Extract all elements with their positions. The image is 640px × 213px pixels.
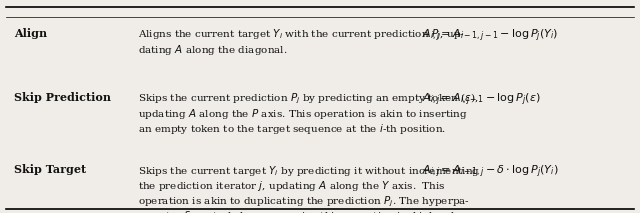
Text: $A_{i,j} = A_{i-1,j} - \delta \cdot \log P_j(Y_i)$: $A_{i,j} = A_{i-1,j} - \delta \cdot \log… (422, 164, 559, 180)
Text: Skips the current prediction $P_j$ by predicting an empty token ($\varepsilon$),: Skips the current prediction $P_j$ by pr… (138, 92, 478, 106)
Text: $A_{i,j} = A_{i-1,j-1} - \log P_j(Y_i)$: $A_{i,j} = A_{i-1,j-1} - \log P_j(Y_i)$ (422, 28, 559, 44)
Text: Align: Align (14, 28, 47, 39)
Text: Skips the current target $Y_i$ by predicting it without incrementing: Skips the current target $Y_i$ by predic… (138, 164, 480, 178)
Text: Skip Target: Skip Target (14, 164, 86, 175)
Text: updating $A$ along the $P$ axis. This operation is akin to inserting: updating $A$ along the $P$ axis. This op… (138, 107, 467, 121)
Text: $A_{i,j} = A_{i,j-1} - \log P_j(\varepsilon)$: $A_{i,j} = A_{i,j-1} - \log P_j(\varepsi… (422, 92, 541, 108)
Text: dating $A$ along the diagonal.: dating $A$ along the diagonal. (138, 43, 287, 57)
Text: the prediction iterator $j$, updating $A$ along the $Y$ axis.  This: the prediction iterator $j$, updating $A… (138, 179, 445, 193)
Text: rameter $\delta$ controls how expensive this operation is; high values: rameter $\delta$ controls how expensive … (138, 209, 474, 213)
Text: Aligns the current target $Y_i$ with the current prediction $P_j$, up-: Aligns the current target $Y_i$ with the… (138, 28, 465, 42)
Text: operation is akin to duplicating the prediction $P_j$. The hyperpa-: operation is akin to duplicating the pre… (138, 194, 470, 209)
Text: Skip Prediction: Skip Prediction (14, 92, 111, 103)
Text: an empty token to the target sequence at the $i$-th position.: an empty token to the target sequence at… (138, 122, 445, 136)
